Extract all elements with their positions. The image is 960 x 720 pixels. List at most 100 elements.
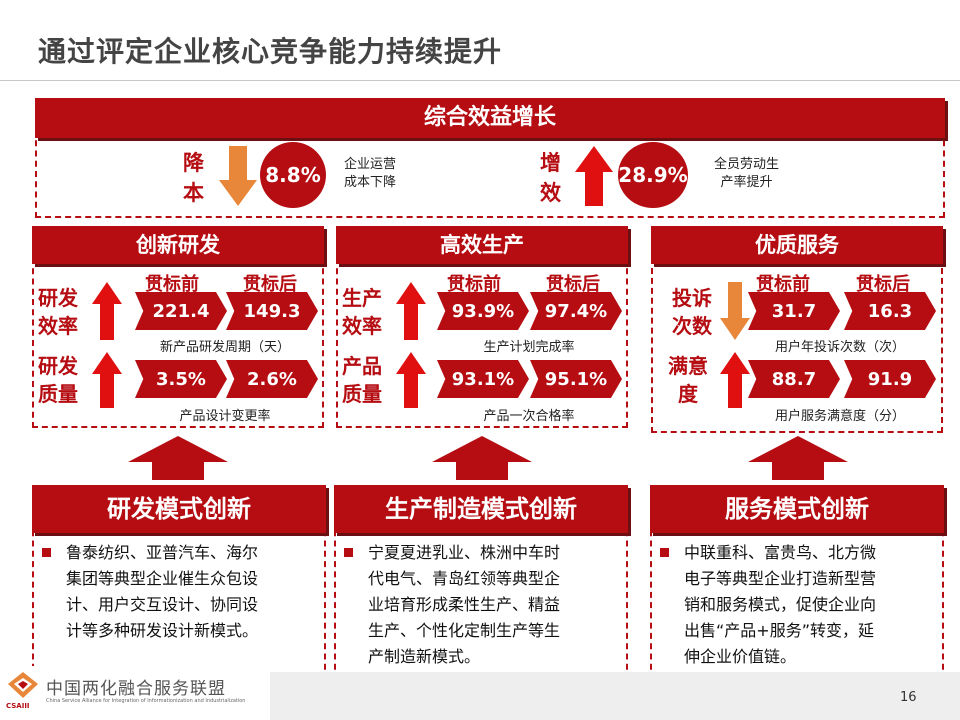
footer-logo-name: 中国两化融合服务联盟 xyxy=(46,679,226,699)
text-line: 出售“产品+服务”转变，延 xyxy=(684,621,874,640)
cost-desc-line1: 企业运营 xyxy=(344,157,397,172)
bottom-production-text: 宁夏夏进乳业、株洲中车时 代电气、青岛红领等典型企 业培育形成柔性生产、精益 生… xyxy=(368,540,624,670)
text-line: 计等多种研发设计新模式。 xyxy=(66,621,259,640)
big-up-arrow-icon xyxy=(128,436,228,480)
panel-production-header: 高效生产 xyxy=(336,226,628,264)
bullet-icon xyxy=(660,542,669,561)
panel-service-row1-after: 16.3 xyxy=(844,292,936,330)
panel-service-after-header: 贯标后 xyxy=(856,274,910,295)
bottom-service-text: 中联重科、富贵鸟、北方微 电子等典型企业打造新型营 销和服务模式，促使企业向 出… xyxy=(684,540,940,670)
arrow-up-icon xyxy=(396,352,426,408)
label-line1: 研发 xyxy=(38,354,78,378)
arrow-up-icon xyxy=(92,282,122,340)
arrow-up-icon xyxy=(720,352,750,408)
panel-production-row2-caption: 产品一次合格率 xyxy=(483,409,575,424)
label-line2: 效率 xyxy=(38,314,78,338)
bullet-icon xyxy=(42,542,51,561)
label-line2: 质量 xyxy=(38,382,78,406)
eff-desc-line1: 全员劳动生 xyxy=(714,157,780,172)
label-line2: 效率 xyxy=(342,314,382,338)
panel-production-after-header: 贯标后 xyxy=(546,274,600,295)
text-line: 伸企业价值链。 xyxy=(684,647,797,666)
label-line1: 研发 xyxy=(38,286,78,310)
panel-rd-before-header: 贯标前 xyxy=(145,274,199,295)
big-up-arrow-icon xyxy=(432,436,532,480)
panel-rd-row2-label: 研发 质量 xyxy=(38,352,78,408)
footer-logo-abbr: CSAIII xyxy=(6,702,30,710)
arrow-down-icon xyxy=(219,146,257,206)
label-line1: 满意 xyxy=(668,354,708,378)
text-line: 集团等典型企业催生众包设 xyxy=(66,569,259,588)
bottom-service-header: 服务模式创新 xyxy=(650,485,944,533)
panel-service-row1-before: 31.7 xyxy=(748,292,840,330)
bottom-production-header: 生产制造模式创新 xyxy=(334,485,628,533)
panel-production-row1-caption: 生产计划完成率 xyxy=(483,340,575,355)
cost-desc-line2: 成本下降 xyxy=(344,175,397,190)
arrow-up-icon xyxy=(92,352,122,408)
eff-label-char1: 增 xyxy=(540,151,561,175)
panel-service-row1-label: 投诉 次数 xyxy=(672,284,712,340)
bottom-service-title: 服务模式创新 xyxy=(725,495,869,523)
eff-desc-line2: 产率提升 xyxy=(720,175,773,190)
panel-production-row2-label: 产品 质量 xyxy=(342,352,382,408)
panel-service-row1-caption: 用户年投诉次数（次） xyxy=(774,340,905,355)
panel-rd-row2-caption: 产品设计变更率 xyxy=(179,409,271,424)
label-line1: 产品 xyxy=(342,354,382,378)
panel-rd-row1-before: 221.4 xyxy=(135,292,227,330)
text-line: 产制造新模式。 xyxy=(368,647,481,666)
panel-production-row1-before: 93.9% xyxy=(437,292,529,330)
bottom-rd-title: 研发模式创新 xyxy=(107,495,251,523)
text-line: 业培育形成柔性生产、精益 xyxy=(368,595,561,614)
big-up-arrow-icon xyxy=(748,436,848,480)
csaiii-logo-icon xyxy=(8,672,38,698)
label-line2: 次数 xyxy=(672,314,712,338)
panel-rd-title: 创新研发 xyxy=(136,233,220,257)
text-line: 中联重科、富贵鸟、北方微 xyxy=(684,543,877,562)
label-line1: 生产 xyxy=(342,286,382,310)
efficiency-value: 28.9% xyxy=(618,142,688,208)
panel-service-row2-caption: 用户服务满意度（分） xyxy=(774,409,905,424)
panel-service-before-header: 贯标前 xyxy=(756,274,810,295)
panel-rd-row2-after: 2.6% xyxy=(226,360,318,398)
panel-rd-row1-after: 149.3 xyxy=(226,292,318,330)
bullet-icon xyxy=(344,542,353,561)
panel-production-row1-after: 97.4% xyxy=(530,292,622,330)
cost-reduction-label: 降 本 xyxy=(183,148,204,208)
panel-production-title: 高效生产 xyxy=(440,233,524,257)
panel-rd-after-header: 贯标后 xyxy=(243,274,297,295)
panel-service-header: 优质服务 xyxy=(651,226,943,264)
eff-label-char2: 效 xyxy=(540,181,561,205)
bottom-rd-text: 鲁泰纺织、亚普汽车、海尔 集团等典型企业催生众包设 计、用户交互设计、协同设 计… xyxy=(66,540,322,644)
panel-service-row2-label: 满意 度 xyxy=(668,352,708,408)
panel-rd-row1-caption: 新产品研发周期（天） xyxy=(159,340,290,355)
top-header-bar: 综合效益增长 xyxy=(35,98,945,138)
cost-reduction-value: 8.8% xyxy=(260,142,326,208)
panel-service-row2-after: 91.9 xyxy=(844,360,936,398)
panel-rd-row1-label: 研发 效率 xyxy=(38,284,78,340)
panel-production-row2-before: 93.1% xyxy=(437,360,529,398)
text-line: 生产、个性化定制生产等生 xyxy=(368,621,561,640)
text-line: 宁夏夏进乳业、株洲中车时 xyxy=(368,543,561,562)
text-line: 代电气、青岛红领等典型企 xyxy=(368,569,561,588)
panel-production-before-header: 贯标前 xyxy=(447,274,501,295)
text-line: 电子等典型企业打造新型营 xyxy=(684,569,877,588)
text-line: 销和服务模式，促使企业向 xyxy=(684,595,877,614)
panel-production-row2-after: 95.1% xyxy=(530,360,622,398)
cost-label-char1: 降 xyxy=(183,151,204,175)
cost-label-char2: 本 xyxy=(183,181,204,205)
panel-production-row1-label: 生产 效率 xyxy=(342,284,382,340)
efficiency-desc: 全员劳动生 产率提升 xyxy=(714,156,779,192)
efficiency-label: 增 效 xyxy=(540,148,561,208)
arrow-down-icon xyxy=(720,282,750,340)
top-header-text: 综合效益增长 xyxy=(423,105,556,130)
arrow-up-icon xyxy=(396,282,426,340)
bottom-rd-header: 研发模式创新 xyxy=(32,485,326,533)
cost-reduction-desc: 企业运营 成本下降 xyxy=(344,156,396,192)
title-divider xyxy=(0,80,960,81)
footer-logo-english: China Service Alliance for Integration o… xyxy=(46,698,246,704)
text-line: 计、用户交互设计、协同设 xyxy=(66,595,259,614)
label-line2: 度 xyxy=(678,382,698,406)
top-summary-box xyxy=(35,130,945,218)
panel-service-title: 优质服务 xyxy=(755,233,839,257)
page-number: 16 xyxy=(900,690,917,705)
